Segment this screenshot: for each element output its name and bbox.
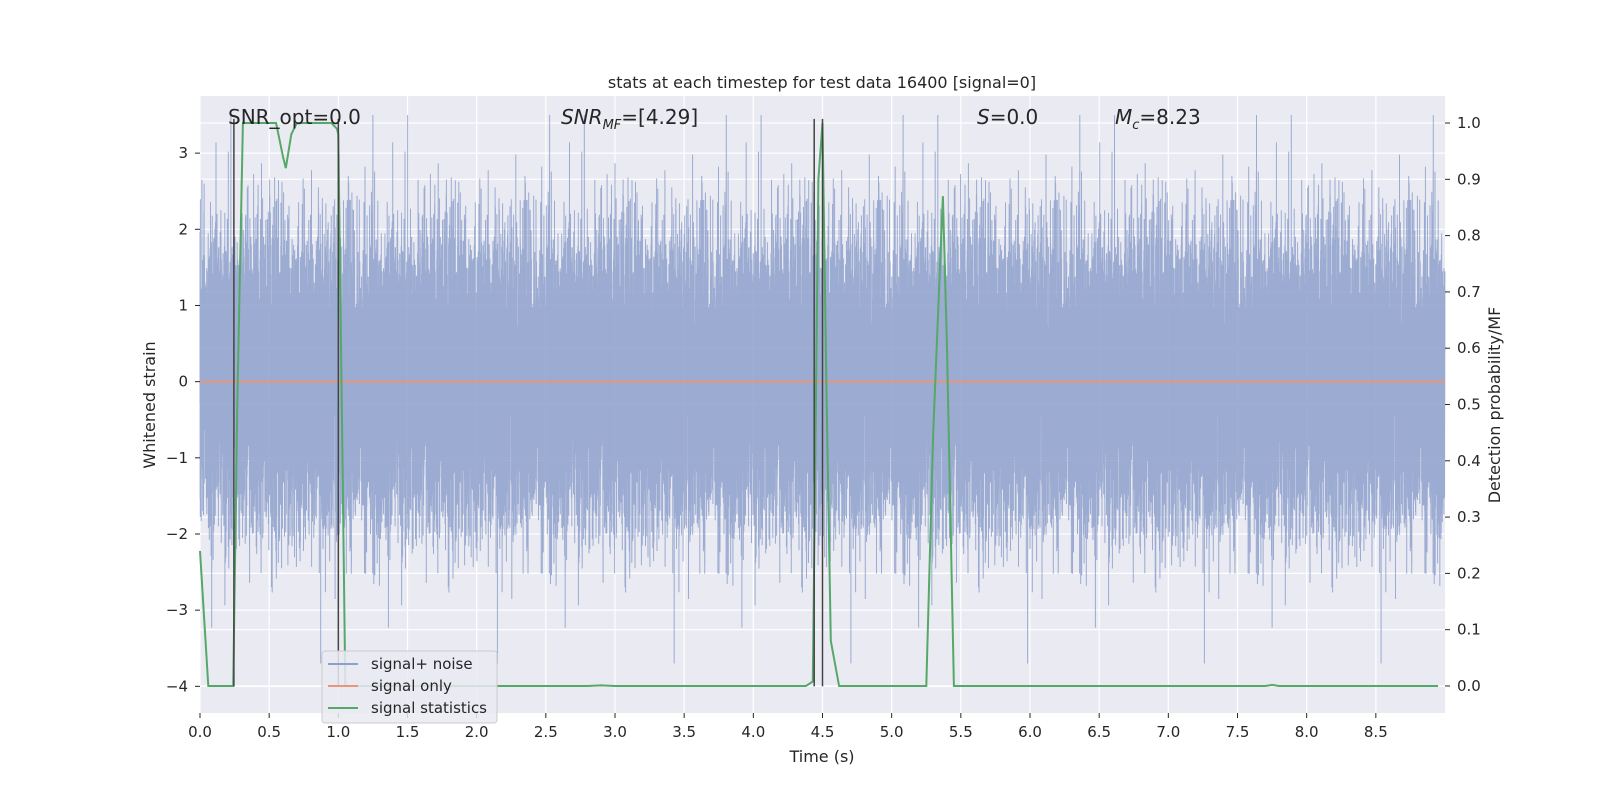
x-tick-label: 5.5 (949, 723, 973, 741)
legend-box (321, 650, 498, 724)
y2-tick-label: 0.3 (1457, 508, 1481, 526)
y-tick-label: −1 (166, 449, 188, 467)
y-axis-label: Whitened strain (140, 341, 159, 468)
x-tick-label: 0.0 (188, 723, 212, 741)
x-tick-label: 2.5 (534, 723, 558, 741)
y2-axis-label: Detection probability/MF (1485, 307, 1504, 504)
y2-tick-label: 1.0 (1457, 114, 1481, 132)
chart-title: stats at each timestep for test data 164… (608, 73, 1036, 92)
legend-label-signal-statistics: signal statistics (371, 699, 487, 717)
x-tick-label: 8.5 (1364, 723, 1388, 741)
x-tick-label: 1.0 (326, 723, 350, 741)
series-line-signal-statistics (199, 122, 1439, 687)
y2-tick-label: 0.1 (1457, 621, 1481, 639)
y2-tick-label: 0.4 (1457, 452, 1481, 470)
x-axis-label: Time (s) (788, 747, 854, 766)
tick-labels: 0.0 0.5 1.0 1.5 2.0 2.5 3.0 3.5 4.0 4.5 5.0 5.5 6.0 6… (166, 114, 1481, 741)
x-tick-label: 4.5 (811, 723, 835, 741)
y2-tick-label: 0.7 (1457, 283, 1481, 301)
x-tick-label: 8.0 (1295, 723, 1319, 741)
y2-tick-label: 0.9 (1457, 170, 1481, 188)
y-tick-label: 3 (178, 144, 188, 162)
x-tick-label: 6.5 (1087, 723, 1111, 741)
y-tick-label: −4 (166, 677, 188, 695)
x-tick-label: 6.0 (1018, 723, 1042, 741)
x-tick-label: 7.0 (1156, 723, 1180, 741)
annotation-snr-opt: SNR_opt=0.0 (228, 105, 361, 129)
y-tick-label: −2 (166, 525, 188, 543)
annotation-mc: Mc=8.23 (1115, 105, 1201, 133)
x-tick-label: 3.0 (603, 723, 627, 741)
annotation-s: S=0.0 (977, 105, 1038, 129)
y-tick-label: −3 (166, 601, 188, 619)
vertical-markers (233, 118, 824, 687)
x-tick-label: 1.5 (396, 723, 420, 741)
x-tick-label: 0.5 (257, 723, 281, 741)
x-tick-label: 3.5 (672, 723, 696, 741)
x-tick-label: 7.5 (1226, 723, 1250, 741)
legend-label-signal-noise: signal+ noise (371, 655, 473, 673)
y2-tick-label: 0.8 (1457, 227, 1481, 245)
y2-tick-label: 0.6 (1457, 339, 1481, 357)
y2-tick-label: 0.5 (1457, 396, 1481, 414)
annotation-snr-mf: SNRMF=[4.29] (561, 105, 698, 133)
y2-tick-label: 0.2 (1457, 564, 1481, 582)
y-tick-label: 1 (178, 296, 188, 314)
x-tick-label: 4.0 (741, 723, 765, 741)
x-tick-label: 5.0 (880, 723, 904, 741)
legend: signal+ noise signal only signal statist… (321, 650, 498, 724)
legend-label-signal-only: signal only (371, 677, 452, 695)
x-tick-label: 2.0 (465, 723, 489, 741)
y-tick-label: 2 (178, 220, 188, 238)
y2-tick-label: 0.0 (1457, 677, 1481, 695)
y-tick-label: 0 (178, 373, 188, 391)
